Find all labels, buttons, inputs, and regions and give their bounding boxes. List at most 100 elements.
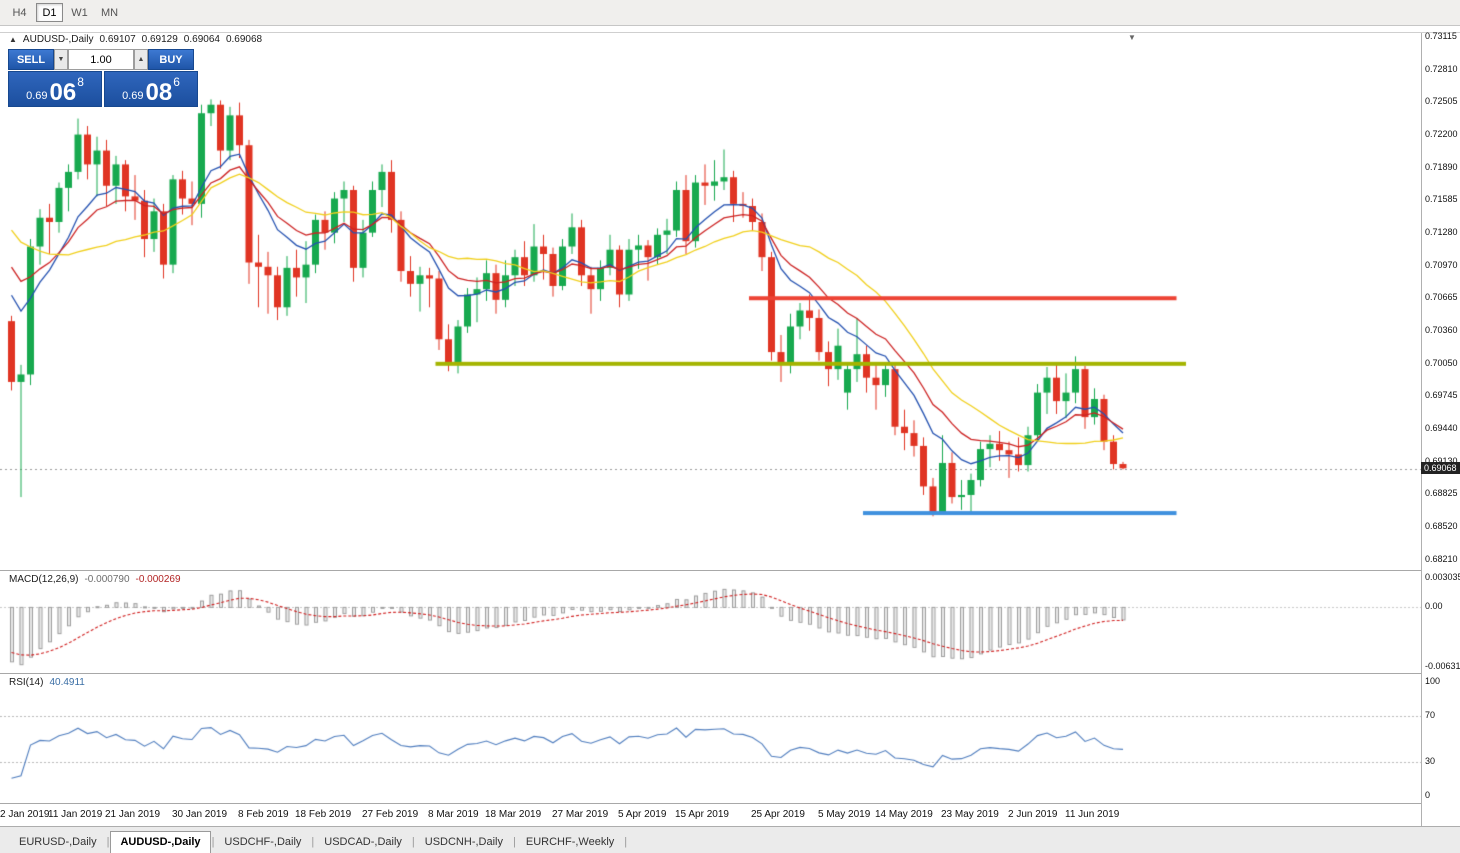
- volume-increase-button[interactable]: ▲: [134, 49, 148, 70]
- timeframe-d1-button[interactable]: D1: [36, 3, 63, 22]
- price-axis-label: 0.68825: [1425, 488, 1458, 498]
- time-axis-label: 5 Apr 2019: [618, 809, 667, 820]
- timeframe-h4-button[interactable]: H4: [6, 3, 33, 22]
- rsi-pane-canvas[interactable]: [0, 674, 1421, 803]
- tab-separator: |: [411, 836, 415, 848]
- price-axis-label: 0.70665: [1425, 292, 1458, 302]
- one-click-toggle-icon[interactable]: ▲: [9, 35, 17, 44]
- chart-symbol-label: AUDUSD-,Daily: [22, 34, 94, 45]
- price-axis-label: 0.71280: [1425, 227, 1458, 237]
- macd-signal-value: -0.000269: [135, 574, 181, 585]
- macd-header: MACD(12,26,9) -0.000790 -0.000269: [9, 574, 181, 585]
- price-axis[interactable]: [1421, 33, 1460, 826]
- sell-button[interactable]: SELL: [8, 49, 54, 70]
- sell-price-pipette: 8: [77, 75, 84, 89]
- rsi-axis-label: 100: [1425, 676, 1441, 686]
- time-axis-label: 15 Apr 2019: [675, 809, 729, 820]
- rsi-label: RSI(14): [9, 677, 44, 688]
- rsi-axis-label: 70: [1425, 710, 1436, 720]
- tab-separator: |: [624, 836, 628, 848]
- tab-usdcad-daily[interactable]: USDCAD-,Daily: [324, 836, 402, 848]
- ohlc-low-value: 0.69064: [183, 34, 220, 45]
- buy-price-pips: 08: [145, 79, 173, 106]
- macd-label: MACD(12,26,9): [9, 574, 79, 585]
- price-axis-label: 0.72200: [1425, 129, 1458, 139]
- price-axis-label: 0.70050: [1425, 358, 1458, 368]
- chart-title: ▲ AUDUSD-,Daily 0.69107 0.69129 0.69064 …: [9, 34, 262, 45]
- price-axis-label: 0.72505: [1425, 96, 1458, 106]
- macd-main-value: -0.000790: [84, 574, 130, 585]
- time-axis-label: 21 Jan 2019: [105, 809, 161, 820]
- timeframe-w1-button[interactable]: W1: [66, 3, 93, 22]
- rsi-pane-splitter[interactable]: [0, 673, 1460, 674]
- price-axis-label: 0.71585: [1425, 194, 1458, 204]
- chart-window: ▲ AUDUSD-,Daily 0.69107 0.69129 0.69064 …: [0, 26, 1460, 826]
- time-axis-label: 14 May 2019: [875, 809, 933, 820]
- chart-tab-bar: EURUSD-,Daily | AUDUSD-,Daily | USDCHF-,…: [0, 826, 1460, 853]
- chart-shift-marker[interactable]: ▼: [1128, 33, 1136, 42]
- time-axis-label: 5 May 2019: [818, 809, 871, 820]
- time-axis-label: 25 Apr 2019: [751, 809, 805, 820]
- rsi-axis-label: 30: [1425, 756, 1436, 766]
- timeframe-toolbar: H4 D1 W1 MN: [0, 0, 1460, 26]
- time-axis-label: 2 Jan 2019: [0, 809, 50, 820]
- time-axis-label: 8 Mar 2019: [428, 809, 479, 820]
- price-axis-label: 0.72810: [1425, 64, 1458, 74]
- time-axis[interactable]: 2 Jan 2019 11 Jan 2019 21 Jan 2019 30 Jan 2…: [0, 804, 1421, 826]
- price-axis-label: 0.69130: [1425, 456, 1458, 466]
- time-axis-label: 30 Jan 2019: [172, 809, 228, 820]
- time-axis-label: 23 May 2019: [941, 809, 999, 820]
- buy-button[interactable]: BUY: [148, 49, 194, 70]
- time-axis-label: 2 Jun 2019: [1008, 809, 1058, 820]
- time-axis-label: 27 Mar 2019: [552, 809, 609, 820]
- price-axis-label: 0.73115: [1425, 31, 1457, 41]
- macd-axis-label: 0.00: [1425, 601, 1443, 611]
- tab-separator: |: [513, 836, 516, 848]
- buy-price-display[interactable]: 0.69 08 6: [104, 71, 198, 107]
- macd-pane-canvas[interactable]: [0, 571, 1421, 673]
- price-axis-label: 0.70970: [1425, 260, 1458, 270]
- time-axis-label: 18 Feb 2019: [295, 809, 352, 820]
- price-axis-label: 0.68210: [1425, 554, 1458, 564]
- buy-price-bigfigure: 0.69: [122, 90, 144, 102]
- tab-separator: |: [311, 836, 315, 848]
- ohlc-high-value: 0.69129: [141, 34, 178, 45]
- price-axis-label: 0.71890: [1425, 162, 1458, 172]
- volume-input[interactable]: [68, 49, 134, 70]
- tab-usdchf-daily[interactable]: USDCHF-,Daily: [224, 836, 302, 848]
- price-axis-label: 0.68520: [1425, 521, 1458, 531]
- macd-axis-label: 0.003035: [1425, 572, 1460, 582]
- time-axis-label: 11 Jun 2019: [1065, 809, 1120, 820]
- price-chart-canvas[interactable]: [0, 33, 1421, 570]
- tab-separator: |: [106, 836, 110, 848]
- time-axis-label: 11 Jan 2019: [48, 809, 103, 820]
- tab-eurusd-daily[interactable]: EURUSD-,Daily: [19, 836, 97, 848]
- sell-price-bigfigure: 0.69: [26, 90, 48, 102]
- volume-decrease-button[interactable]: ▼: [54, 49, 68, 70]
- rsi-axis-label: 0: [1425, 790, 1431, 800]
- time-axis-label: 27 Feb 2019: [362, 809, 419, 820]
- rsi-value: 40.4911: [49, 677, 85, 688]
- time-axis-label: 18 Mar 2019: [485, 809, 542, 820]
- one-click-trading-panel: SELL ▼ ▲ BUY 0.69 06 8 0.69 08 6: [8, 49, 198, 107]
- sell-price-display[interactable]: 0.69 06 8: [8, 71, 102, 107]
- tab-separator: |: [211, 836, 215, 848]
- ohlc-close-value: 0.69068: [225, 34, 263, 45]
- price-axis-label: 0.70360: [1425, 325, 1458, 335]
- timeframe-mn-button[interactable]: MN: [96, 3, 123, 22]
- ohlc-open-value: 0.69107: [99, 34, 136, 45]
- price-axis-label: 0.69440: [1425, 423, 1458, 433]
- time-axis-border: [0, 803, 1460, 804]
- macd-pane-splitter[interactable]: [0, 570, 1460, 571]
- rsi-header: RSI(14) 40.4911: [9, 677, 85, 688]
- tab-usdcnh-daily[interactable]: USDCNH-,Daily: [424, 836, 503, 848]
- current-price-tag: 0.69068: [1421, 462, 1460, 474]
- tab-audusd-daily[interactable]: AUDUSD-,Daily: [110, 831, 211, 853]
- sell-price-pips: 06: [49, 79, 77, 106]
- price-axis-label: 0.69745: [1425, 390, 1458, 400]
- buy-price-pipette: 6: [173, 75, 180, 89]
- tab-eurchf-weekly[interactable]: EURCHF-,Weekly: [525, 836, 615, 848]
- time-axis-label: 8 Feb 2019: [238, 809, 289, 820]
